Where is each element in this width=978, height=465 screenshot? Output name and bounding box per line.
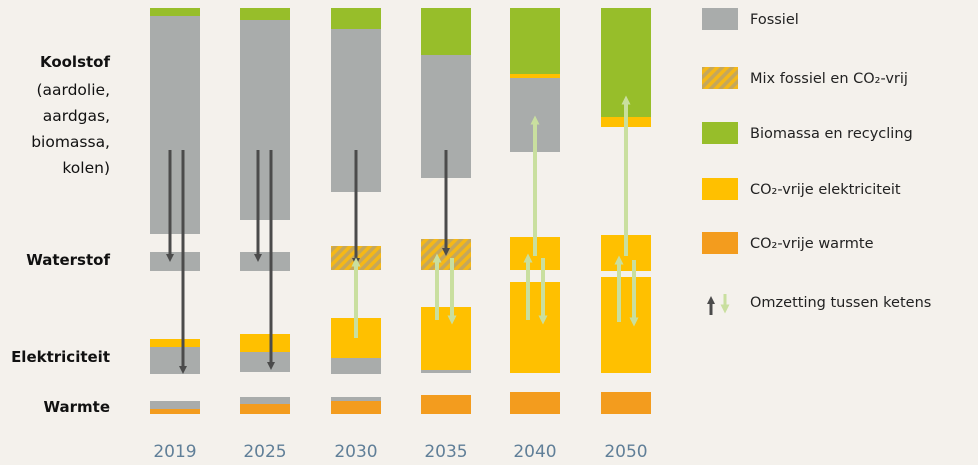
bar-2040-bio-27 (510, 8, 560, 74)
legend-label-heat: CO₂-vrije warmte (750, 236, 874, 252)
row-label-electricity: Elektriciteit (11, 348, 110, 366)
legend-label-mix: Mix fossiel en CO₂-vrij (750, 71, 908, 87)
bar-2025-elec-10 (240, 334, 290, 352)
bar-2040-elec-31 (510, 282, 560, 373)
legend-swatch-fossil (702, 8, 738, 30)
legend: Fossiel Mix fossiel en CO₂-vrij Biomassa… (702, 8, 931, 315)
legend-swatch-mix (702, 67, 738, 89)
year-label-2025: 2025 (243, 442, 286, 462)
row-label-heat: Warmte (43, 398, 110, 416)
bar-2025-fossil-9 (240, 252, 290, 271)
year-labels: 2019 2025 2030 2035 2040 2050 (153, 442, 647, 462)
bar-2025-fossil-11 (240, 352, 290, 372)
year-label-2040: 2040 (513, 442, 556, 462)
bar-2040-elec-28 (510, 74, 560, 78)
legend-label-conversion: Omzetting tussen ketens (750, 295, 931, 311)
bar-2019-fossil-2 (150, 252, 200, 271)
legend-swatch-bio (702, 122, 738, 144)
bar-2035-heat-26 (421, 395, 471, 414)
bar-2019-elec-3 (150, 339, 200, 347)
bar-2030-fossil-19 (331, 397, 381, 401)
legend-label-elec: CO₂-vrije elektriciteit (750, 182, 901, 198)
bar-segments (150, 8, 651, 414)
bar-2030-bio-14 (331, 8, 381, 29)
legend-label-bio: Biomassa en recycling (750, 126, 913, 142)
row-label-carbon-sub-4: kolen) (62, 159, 110, 177)
bar-2030-heat-20 (331, 401, 381, 414)
row-labels: Koolstof (aardolie, aardgas, biomassa, k… (11, 53, 110, 416)
bar-2040-heat-32 (510, 392, 560, 414)
bar-2025-fossil-8 (240, 20, 290, 220)
bar-2050-elec-36 (601, 277, 651, 373)
row-label-carbon-sub-3: biomassa, (31, 133, 110, 151)
bar-2035-bio-21 (421, 8, 471, 55)
year-label-2050: 2050 (604, 442, 647, 462)
row-label-hydrogen: Waterstof (26, 251, 110, 269)
row-label-carbon-sub-2: aardgas, (43, 107, 110, 125)
year-label-2035: 2035 (424, 442, 467, 462)
bar-2025-bio-7 (240, 8, 290, 20)
legend-swatch-heat (702, 232, 738, 254)
bar-2030-fossil-18 (331, 358, 381, 374)
legend-label-fossil: Fossiel (750, 12, 799, 28)
year-label-2030: 2030 (334, 442, 377, 462)
year-label-2019: 2019 (153, 442, 196, 462)
conversion-arrows (166, 95, 639, 374)
bar-2019-fossil-1 (150, 16, 200, 234)
bar-2025-fossil-12 (240, 397, 290, 404)
bar-2035-fossil-25 (421, 370, 471, 373)
legend-conversion-arrows-icon (707, 294, 730, 315)
bar-2019-fossil-5 (150, 401, 200, 409)
bar-2050-heat-37 (601, 392, 651, 414)
bar-2025-heat-13 (240, 404, 290, 414)
row-label-carbon: Koolstof (40, 53, 111, 71)
bar-2035-elec-24 (421, 307, 471, 370)
bar-2019-fossil-4 (150, 347, 200, 374)
bar-2019-bio-0 (150, 8, 200, 16)
bar-2019-heat-6 (150, 409, 200, 414)
row-label-carbon-sub-1: (aardolie, (36, 81, 110, 99)
legend-swatch-elec (702, 178, 738, 200)
